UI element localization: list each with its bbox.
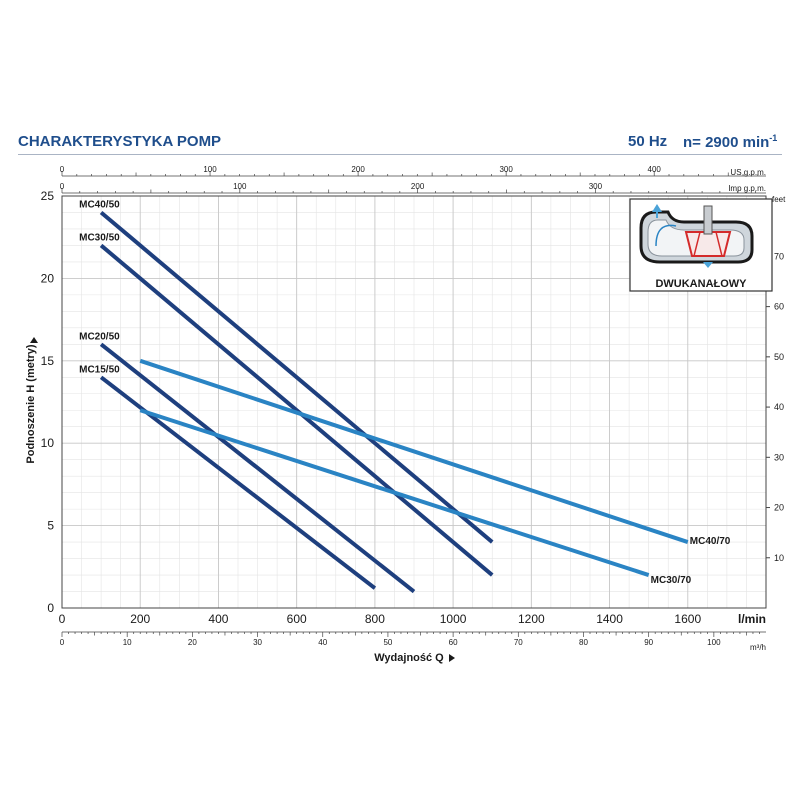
series-line-mc40-50 <box>99 210 494 544</box>
top-axes: 0 100 200 300 400 US g.p.m. 0 100 200 300 Imp g.p.… <box>60 165 766 194</box>
series-label: MC40/50 <box>79 199 120 210</box>
m3h-tick-label: 60 <box>449 638 458 647</box>
speed-exponent: -1 <box>769 133 778 143</box>
y-right-tick-label: 20 <box>774 503 784 513</box>
series-labels: MC40/50 MC30/50 MC20/50 MC15/50 MC40/70 MC30/… <box>79 199 731 586</box>
y-tick-label: 15 <box>41 354 55 368</box>
us-gpm-axis-tick-label: 300 <box>499 165 513 174</box>
axes-frame <box>61 195 767 609</box>
m3h-unit: m³/h <box>750 643 766 652</box>
speed-label: n= 2900 min-1 <box>683 133 777 151</box>
x-tick-label: 200 <box>130 612 150 626</box>
y-axis-title-arrow <box>30 337 38 343</box>
us-gpm-axis-tick-label: 100 <box>203 165 217 174</box>
frequency-label: 50 Hz <box>628 133 668 150</box>
y-right-tick-label: 70 <box>774 251 784 261</box>
series-line-mc40-70 <box>139 358 689 544</box>
us-gpm-unit: US g.p.m. <box>730 168 766 177</box>
m3h-tick-label: 0 <box>60 638 65 647</box>
us-gpm-axis-tick-label: 200 <box>351 165 365 174</box>
y-right-unit: feet <box>772 195 786 204</box>
impeller-inset: DWUKANAŁOWY <box>629 198 773 292</box>
x-tick-label: 0 <box>59 612 66 626</box>
x-tick-label: 800 <box>365 612 385 626</box>
speed-text: n= 2900 min <box>683 134 770 151</box>
m3h-tick-label: 10 <box>123 638 132 647</box>
m3h-tick-label: 100 <box>707 638 721 647</box>
imp-gpm-axis-tick-label: 100 <box>233 182 247 191</box>
y-tick-label: 10 <box>41 436 55 450</box>
series-label: MC15/50 <box>79 364 120 375</box>
y-right-tick-label: 50 <box>774 352 784 362</box>
left-axis: 0 5 10 15 20 25 <box>41 189 55 615</box>
m3h-tick-label: 70 <box>514 638 523 647</box>
series-line-mc30-70 <box>139 408 650 577</box>
y-tick-label: 5 <box>47 519 54 533</box>
x-tick-label: 1600 <box>674 612 701 626</box>
page-title: CHARAKTERYSTYKA POMP <box>18 133 222 150</box>
x-tick-label: 400 <box>208 612 228 626</box>
inset-label: DWUKANAŁOWY <box>655 278 747 290</box>
imp-gpm-axis-tick-label: 200 <box>411 182 425 191</box>
us-gpm-axis-tick-label: 400 <box>648 165 662 174</box>
y-right-tick-label: 40 <box>774 402 784 412</box>
series-label: MC40/70 <box>690 536 731 547</box>
header-divider <box>18 154 782 155</box>
y-right-tick-label: 30 <box>774 452 784 462</box>
m3h-tick-label: 80 <box>579 638 588 647</box>
y-tick-label: 25 <box>41 189 55 203</box>
x-axis-title-arrow <box>449 654 455 662</box>
y-tick-label: 0 <box>47 601 54 615</box>
right-axis: 10 20 30 40 50 60 70 feet <box>766 195 786 563</box>
series-layer <box>99 210 689 594</box>
m3h-tick-label: 50 <box>383 638 392 647</box>
bottom-axes: 0 200 400 600 800 1000 1200 1400 1600 l/min 0 10 20 3… <box>59 612 766 652</box>
x-tick-label: 1400 <box>596 612 623 626</box>
x-axis-title: Wydajność Q <box>374 652 444 664</box>
y-axis-title: Podnoszenie H (metry) <box>25 344 37 464</box>
us-gpm-axis-tick-label: 0 <box>60 165 65 174</box>
m3h-tick-label: 20 <box>188 638 197 647</box>
series-line-mc20-50 <box>99 342 416 594</box>
m3h-tick-label: 90 <box>644 638 653 647</box>
m3h-tick-label: 30 <box>253 638 262 647</box>
x-tick-label: 1000 <box>440 612 467 626</box>
x-unit-lmin: l/min <box>738 612 766 626</box>
y-tick-label: 20 <box>41 271 55 285</box>
m3h-tick-label: 40 <box>318 638 327 647</box>
series-label: MC20/50 <box>79 331 120 342</box>
series-line-mc30-50 <box>99 243 494 577</box>
dual-channel-impeller-icon <box>639 204 754 268</box>
series-label: MC30/70 <box>651 575 692 586</box>
y-right-tick-label: 60 <box>774 302 784 312</box>
imp-gpm-axis-tick-label: 300 <box>589 182 603 191</box>
x-tick-label: 1200 <box>518 612 545 626</box>
imp-gpm-unit: Imp g.p.m. <box>728 184 766 193</box>
imp-gpm-axis-tick-label: 0 <box>60 182 65 191</box>
series-label: MC30/50 <box>79 232 120 243</box>
x-tick-label: 600 <box>287 612 307 626</box>
y-right-tick-label: 10 <box>774 553 784 563</box>
plot-frame <box>61 195 767 609</box>
